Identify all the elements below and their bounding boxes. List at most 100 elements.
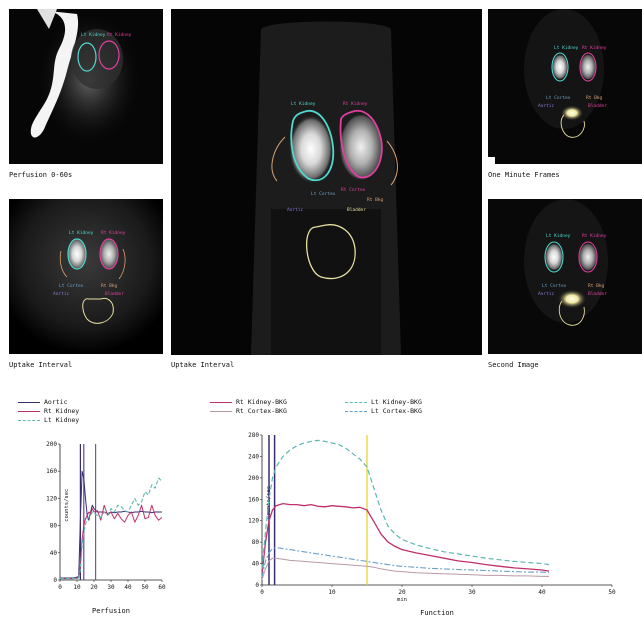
up-large-rtc-label: Rt Cortex: [341, 187, 366, 193]
legend-rt-kidney-bkg: Rt Kidney-BKG: [210, 398, 287, 406]
y-tick-label: 120: [46, 495, 57, 502]
one-minute-caption: One Minute Frames: [488, 171, 560, 179]
series-line-lt-kidney: [60, 477, 163, 580]
x-unit-label: min: [397, 597, 407, 603]
legend-rt-cortex-bkg: Rt Cortex-BKG: [210, 407, 287, 415]
x-tick-label: 0: [260, 589, 264, 596]
series-line-rt-kidney: [60, 504, 163, 580]
y-tick-label: 280: [248, 432, 259, 439]
legend-aortic: Aortic: [18, 398, 67, 406]
y-tick-label: 200: [248, 475, 259, 482]
legend-lt-cortex-bkg: Lt Cortex-BKG: [345, 407, 422, 415]
omf-ltc-label: Lt Cortex: [546, 95, 571, 101]
up-large-lt-label: Lt Kidney: [291, 101, 316, 107]
second-image: Lt Kidney Rt Kidney Lt Cortex Rt Bkg Aor…: [488, 199, 642, 354]
legend-lt-kidney-bkg-label: Lt Kidney-BKG: [371, 398, 422, 406]
legend-lt-cortex-bkg-swatch: [345, 410, 367, 412]
perfusion-image: Lt Kidney Rt Kidney: [9, 9, 163, 164]
x-tick-label: 60: [158, 584, 166, 591]
y-tick-label: 80: [252, 539, 260, 546]
legend-rt-kidney-bkg-swatch: [210, 401, 232, 403]
legend-lt-kidney-bkg-swatch: [345, 401, 367, 403]
legend-lt-kidney-label: Lt Kidney: [44, 416, 80, 424]
second-image-caption: Second Image: [488, 361, 539, 369]
legend-aortic-swatch: [18, 401, 40, 403]
up-small-ltc-label: Lt Cortex: [59, 283, 84, 289]
x-tick-label: 20: [90, 584, 98, 591]
y-tick-label: 160: [46, 468, 57, 475]
legend-lt-kidney-bkg: Lt Kidney-BKG: [345, 398, 422, 406]
series-line-rt-cortex-bkg: [261, 557, 549, 580]
x-tick-label: 30: [107, 584, 115, 591]
function-legend: Rt Kidney-BKG Rt Cortex-BKG Lt Kidney-BK…: [210, 398, 470, 418]
up-large-rtb-label: Rt Bkg: [367, 197, 384, 203]
up-small-bladder-label: Bladder: [105, 291, 124, 297]
y-tick-label: 80: [50, 523, 58, 530]
perf-roi-rt-label: Rt Kidney: [107, 32, 132, 38]
up-large-rt-label: Rt Kidney: [343, 101, 368, 107]
y-tick-label: 120: [248, 518, 259, 525]
series-line-aortic: [60, 470, 162, 579]
legend-rt-kidney-label: Rt Kidney: [44, 407, 80, 415]
up-large-bladder-label: Bladder: [347, 207, 366, 213]
legend-lt-cortex-bkg-label: Lt Cortex-BKG: [371, 407, 422, 415]
one-minute-image: Lt Kidney Rt Kidney Lt Cortex Rt Bkg Aor…: [488, 9, 642, 164]
si-rt-label: Rt Kidney: [582, 233, 607, 239]
series-line-lt-kidney-bkg: [261, 439, 550, 569]
y-axis-label: counts/sec: [64, 489, 70, 522]
legend-lt-kidney-swatch: [18, 419, 40, 421]
up-large-ltc-label: Lt Cortex: [311, 191, 336, 197]
si-ltc-label: Lt Cortex: [542, 283, 567, 289]
legend-rt-cortex-bkg-label: Rt Cortex-BKG: [236, 407, 287, 415]
up-small-aortic-label: Aortic: [53, 291, 70, 297]
x-tick-label: 20: [398, 589, 406, 596]
legend-lt-kidney: Lt Kidney: [18, 416, 79, 424]
perfusion-caption: Perfusion 0-60s: [9, 171, 73, 179]
up-small-rt-label: Rt Kidney: [101, 230, 126, 236]
omf-lt-label: Lt Kidney: [554, 45, 579, 51]
function-chart: 0408012016020024028001020304050counts/se…: [248, 432, 616, 617]
y-tick-label: 160: [248, 496, 259, 503]
y-tick-label: 0: [255, 582, 259, 589]
uptake-small-image: Lt Kidney Rt Kidney Lt Cortex Rt Bkg Aor…: [9, 199, 163, 354]
si-aortic-label: Aortic: [538, 291, 555, 297]
uptake-large-image: Lt Kidney Rt Kidney Lt Cortex Rt Cortex …: [171, 9, 482, 355]
y-tick-label: 240: [248, 453, 259, 460]
legend-rt-cortex-bkg-swatch: [210, 410, 232, 412]
uptake-large-caption: Uptake Interval: [171, 361, 235, 369]
up-large-aortic-label: Aortic: [287, 207, 304, 213]
up-small-rtb-label: Rt Bkg: [101, 283, 118, 289]
x-tick-label: 50: [608, 589, 616, 596]
x-tick-label: 10: [328, 589, 336, 596]
y-tick-label: 0: [53, 577, 57, 584]
legend-aortic-label: Aortic: [44, 398, 68, 406]
x-tick-label: 30: [468, 589, 476, 596]
series-line-rt-kidney-bkg: [261, 502, 550, 575]
omf-aortic-label: Aortic: [538, 103, 555, 109]
perf-roi-lt-label: Lt Kidney: [81, 32, 106, 38]
omf-rt-label: Rt Kidney: [582, 45, 607, 51]
x-tick-label: 40: [124, 584, 132, 591]
legend-rt-kidney-bkg-label: Rt Kidney-BKG: [236, 398, 287, 406]
series-line-lt-cortex-bkg: [261, 546, 550, 578]
omf-rtb-label: Rt Bkg: [586, 95, 603, 101]
x-tick-label: 0: [58, 584, 62, 591]
omf-bladder-label: Bladder: [588, 103, 607, 109]
legend-rt-kidney: Rt Kidney: [18, 407, 79, 415]
x-tick-label: 50: [141, 584, 149, 591]
x-tick-label: 10: [73, 584, 81, 591]
si-lt-label: Lt Kidney: [546, 233, 571, 239]
perfusion-legend: Aortic Rt Kidney Lt Kidney: [18, 398, 158, 426]
uptake-small-caption: Uptake Interval: [9, 361, 73, 369]
si-bladder-label: Bladder: [588, 291, 607, 297]
x-axis-label: Function: [420, 609, 454, 617]
x-tick-label: 40: [538, 589, 546, 596]
up-small-lt-label: Lt Kidney: [69, 230, 94, 236]
si-rtb-label: Rt Bkg: [588, 283, 605, 289]
legend-rt-kidney-swatch: [18, 410, 40, 412]
y-tick-label: 200: [46, 441, 57, 448]
perfusion-chart: 0 40 80 120 160 200 0 10 20 30 40 50 60 counts/sec Per…: [46, 441, 166, 615]
x-axis-label: Perfusion: [92, 607, 130, 615]
y-tick-label: 40: [252, 561, 260, 568]
y-tick-label: 40: [50, 550, 58, 557]
